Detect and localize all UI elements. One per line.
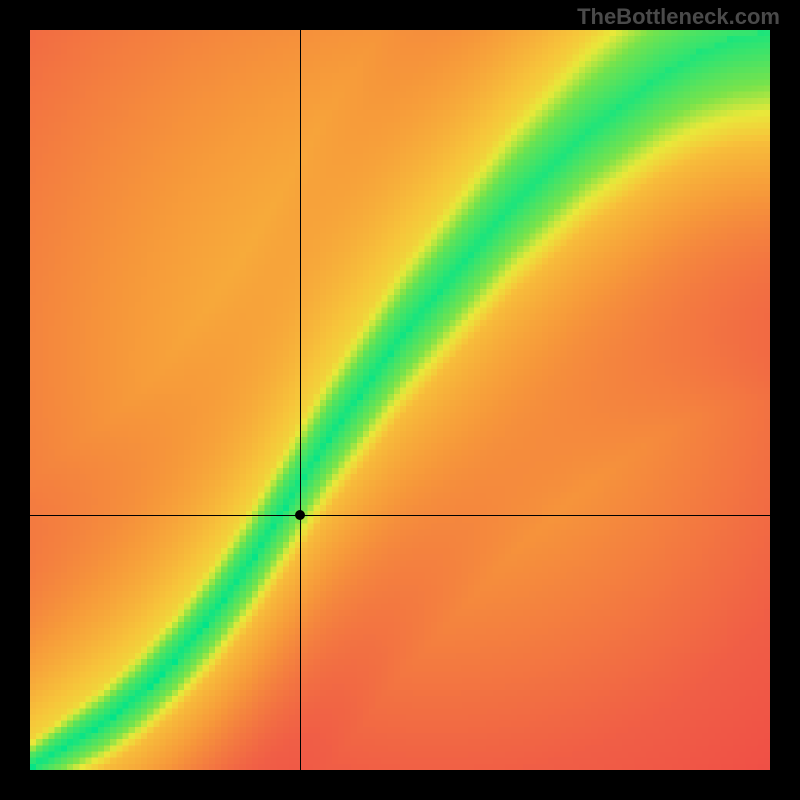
crosshair-vertical (300, 30, 301, 770)
crosshair-horizontal (30, 515, 770, 516)
watermark-text: TheBottleneck.com (577, 4, 780, 30)
chart-container: TheBottleneck.com (0, 0, 800, 800)
selected-point-marker (295, 510, 305, 520)
bottleneck-heatmap (30, 30, 770, 770)
